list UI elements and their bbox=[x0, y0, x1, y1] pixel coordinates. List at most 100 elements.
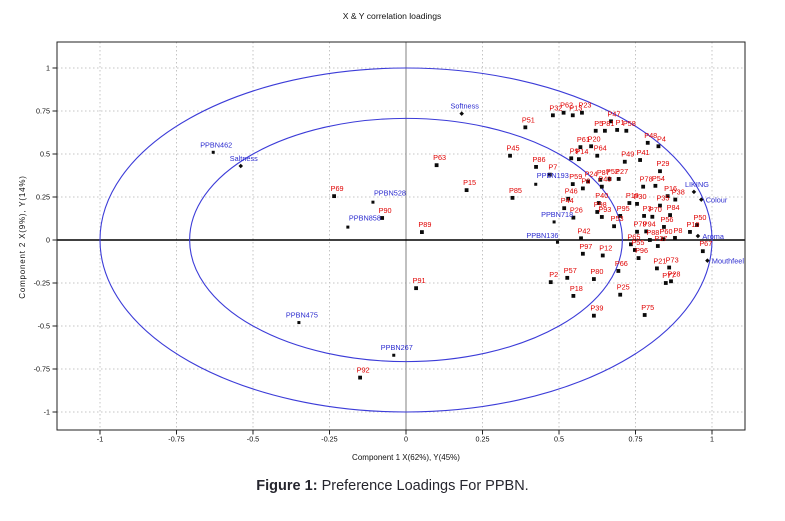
point-P27 bbox=[616, 177, 621, 181]
label-P16: P16 bbox=[664, 184, 677, 193]
point-P61 bbox=[578, 145, 583, 150]
label-P18: P18 bbox=[570, 284, 583, 293]
label-P50: P50 bbox=[694, 213, 707, 222]
point-P42 bbox=[579, 236, 583, 241]
point-P75 bbox=[642, 313, 647, 317]
y-axis-label: Component 2 X(9%), Y(14%) bbox=[18, 175, 27, 298]
point-P28 bbox=[669, 279, 673, 284]
point-P62 bbox=[561, 110, 566, 115]
point-P78 bbox=[641, 184, 646, 189]
x-tick-label: 0 bbox=[404, 435, 408, 444]
plot-area: -1 -0.75 -0.5 -0.25 0 0.25 0.5 0.75 1 -1 -0.75 -0.5… bbox=[34, 41, 746, 444]
label-PPBN528: PPBN528 bbox=[374, 189, 406, 198]
point-P59 bbox=[570, 182, 575, 186]
point-P49 bbox=[622, 159, 627, 164]
y-tick-label: 0.75 bbox=[36, 107, 50, 116]
label-P62: P62 bbox=[560, 101, 573, 110]
label-P53: P53 bbox=[611, 214, 624, 223]
label-P48: P48 bbox=[644, 131, 657, 140]
label-P27: P27 bbox=[615, 167, 628, 176]
label-P58: P58 bbox=[623, 119, 636, 128]
point-P69 bbox=[332, 194, 336, 199]
point-P35 bbox=[658, 203, 662, 208]
point-P54 bbox=[653, 183, 658, 188]
point-P58 bbox=[624, 128, 629, 133]
label-P96: P96 bbox=[635, 246, 648, 255]
point-P94 bbox=[644, 229, 649, 234]
y-tick-label: 0.25 bbox=[36, 193, 50, 202]
label-P35: P35 bbox=[656, 194, 669, 203]
point-P39 bbox=[591, 313, 596, 318]
label-P42: P42 bbox=[578, 226, 591, 235]
label-P63: P63 bbox=[433, 153, 446, 162]
label-P15: P15 bbox=[463, 178, 476, 187]
label-P39: P39 bbox=[590, 304, 603, 313]
y-tick-label: 0.5 bbox=[40, 150, 50, 159]
label-P30: P30 bbox=[634, 192, 647, 201]
label-P2: P2 bbox=[549, 270, 558, 279]
label-PPBN462: PPBN462 bbox=[200, 140, 232, 149]
point-P41 bbox=[638, 158, 642, 162]
point-P97 bbox=[580, 251, 585, 256]
point-PPBN858 bbox=[346, 225, 350, 229]
point-P63 bbox=[434, 163, 439, 168]
label-P77: P77 bbox=[662, 271, 675, 280]
point-P73 bbox=[667, 265, 672, 270]
label-P88: P88 bbox=[646, 228, 659, 237]
label-P12: P12 bbox=[599, 243, 612, 252]
point-P53 bbox=[612, 224, 616, 229]
label-P94: P94 bbox=[643, 219, 656, 228]
point-P80 bbox=[591, 277, 596, 281]
point-P55 bbox=[632, 248, 637, 252]
label-PPBN193: PPBN193 bbox=[537, 171, 569, 180]
point-P5 bbox=[593, 128, 598, 133]
label-P28: P28 bbox=[668, 269, 681, 278]
label-P97: P97 bbox=[579, 242, 592, 251]
plot-frame bbox=[56, 41, 746, 431]
point-P77 bbox=[663, 281, 668, 285]
point-Softness bbox=[459, 111, 464, 116]
label-PPBN718: PPBN718 bbox=[541, 210, 573, 219]
point-P52 bbox=[607, 177, 612, 181]
label-LIKING: LIKING bbox=[685, 180, 709, 189]
point-Mouthfeel bbox=[705, 258, 710, 263]
y-tick-label: -0.75 bbox=[34, 365, 50, 374]
point-P89 bbox=[420, 230, 424, 234]
point-P14 bbox=[576, 157, 581, 162]
point-P16 bbox=[665, 194, 670, 199]
figure-caption-text: Preference Loadings For PPBN. bbox=[321, 478, 529, 494]
point-P81 bbox=[603, 128, 607, 133]
label-P1: P1 bbox=[616, 118, 625, 127]
correlation-ellipse bbox=[189, 117, 623, 363]
label-P44: P44 bbox=[561, 196, 574, 205]
point-PPBN475 bbox=[297, 321, 301, 325]
label-P3: P3 bbox=[643, 204, 652, 213]
label-P47: P47 bbox=[608, 109, 621, 118]
label-P67: P67 bbox=[699, 239, 712, 248]
point-P90 bbox=[380, 216, 385, 220]
label-P73: P73 bbox=[666, 256, 679, 265]
y-tick-label: 0 bbox=[46, 236, 50, 245]
point-P96 bbox=[636, 256, 641, 260]
point-PPBN528 bbox=[371, 200, 375, 204]
point-LIKING bbox=[691, 189, 697, 195]
label-P21: P21 bbox=[653, 256, 666, 265]
label-Softness: Softness bbox=[450, 102, 479, 111]
label-P10: P10 bbox=[686, 220, 699, 229]
point-P9 bbox=[569, 156, 574, 161]
label-PPBN475: PPBN475 bbox=[286, 311, 318, 320]
point-P98 bbox=[595, 210, 600, 214]
label-P38: P38 bbox=[672, 188, 685, 197]
label-P5: P5 bbox=[594, 119, 603, 128]
label-P7: P7 bbox=[548, 163, 557, 172]
point-Saltness bbox=[238, 163, 244, 169]
point-P65 bbox=[629, 242, 633, 247]
point-P47 bbox=[609, 119, 613, 124]
x-tick-label: -0.5 bbox=[247, 435, 259, 444]
point-P50 bbox=[695, 223, 699, 227]
label-P85: P85 bbox=[509, 186, 522, 195]
label-P92: P92 bbox=[357, 366, 370, 375]
y-tick-label: -0.25 bbox=[34, 279, 50, 288]
point-P70 bbox=[650, 214, 655, 219]
point-P66 bbox=[616, 269, 621, 273]
